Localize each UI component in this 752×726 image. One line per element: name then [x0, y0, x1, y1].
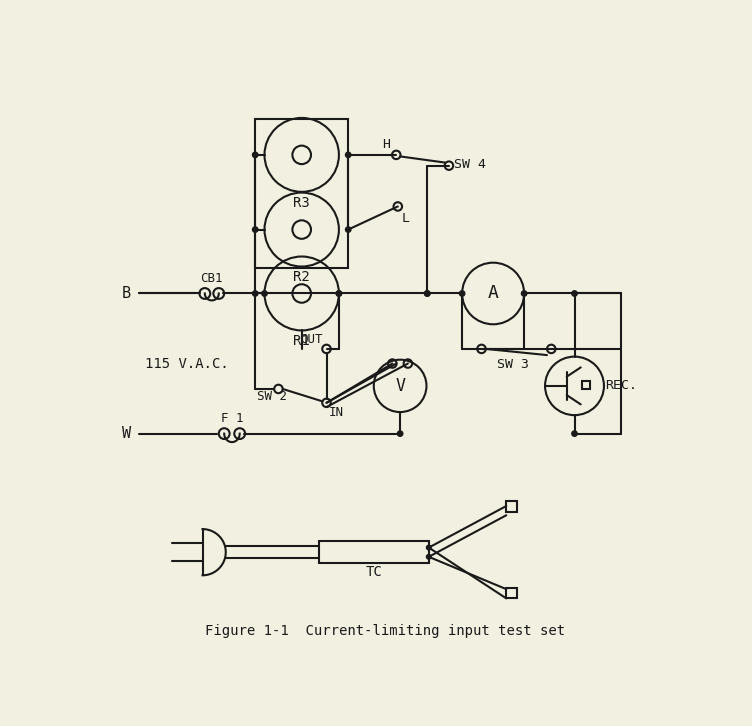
- Circle shape: [336, 291, 341, 296]
- Text: 115 V.A.C.: 115 V.A.C.: [145, 356, 229, 370]
- Circle shape: [253, 291, 258, 296]
- Bar: [506, 587, 517, 598]
- Text: TC: TC: [365, 566, 382, 579]
- Bar: [582, 381, 590, 389]
- Bar: [319, 542, 429, 563]
- Text: SW 2: SW 2: [256, 390, 287, 403]
- Circle shape: [253, 152, 258, 158]
- Text: R2: R2: [293, 270, 310, 285]
- Bar: [255, 120, 348, 268]
- Text: R1: R1: [293, 334, 310, 348]
- Text: A: A: [488, 285, 499, 303]
- Text: B: B: [122, 286, 131, 301]
- Text: H: H: [382, 138, 390, 150]
- Text: R3: R3: [293, 195, 310, 210]
- Text: SW 4: SW 4: [453, 158, 486, 171]
- Text: OUT: OUT: [300, 333, 323, 346]
- Text: REC.: REC.: [605, 380, 638, 392]
- Bar: [506, 502, 517, 512]
- Circle shape: [459, 291, 465, 296]
- Circle shape: [345, 227, 351, 232]
- Text: L: L: [402, 211, 410, 224]
- Text: V: V: [395, 377, 405, 395]
- Circle shape: [345, 152, 351, 158]
- Circle shape: [572, 431, 578, 436]
- Circle shape: [262, 291, 267, 296]
- Circle shape: [426, 545, 431, 550]
- Text: IN: IN: [329, 406, 344, 419]
- Circle shape: [253, 227, 258, 232]
- Circle shape: [336, 291, 341, 296]
- Text: F 1: F 1: [220, 412, 243, 425]
- Text: SW 3: SW 3: [497, 358, 529, 371]
- Circle shape: [397, 431, 403, 436]
- Circle shape: [425, 291, 430, 296]
- Circle shape: [521, 291, 527, 296]
- Text: Figure 1-1  Current-limiting input test set: Figure 1-1 Current-limiting input test s…: [205, 624, 566, 638]
- Circle shape: [426, 555, 431, 559]
- Text: CB1: CB1: [201, 272, 223, 285]
- Circle shape: [572, 291, 578, 296]
- Circle shape: [425, 291, 430, 296]
- Text: W: W: [122, 426, 131, 441]
